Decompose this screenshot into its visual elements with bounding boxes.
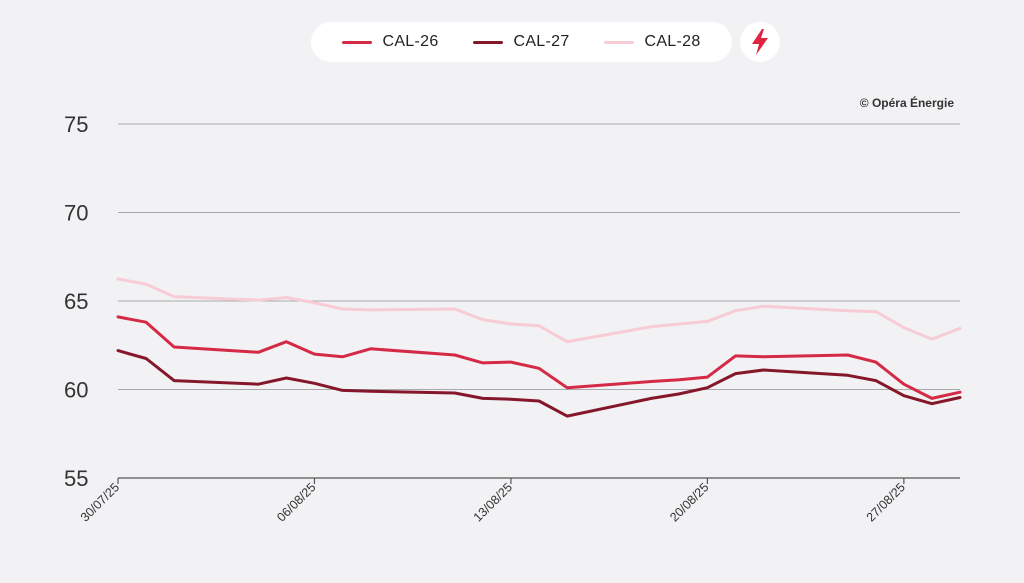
legend-item-cal-26[interactable]: CAL-26 [342, 33, 438, 51]
y-tick-label-65: 65 [64, 289, 88, 314]
series-line-cal-27 [116, 349, 962, 418]
legend-label-cal-26: CAL-26 [382, 33, 439, 50]
y-tick-label-60: 60 [64, 378, 88, 403]
y-tick-label-55: 55 [64, 466, 88, 491]
lightning-bolt-button[interactable] [740, 22, 780, 62]
x-tick-label: 06/08/25 [274, 480, 318, 524]
series-line-cal-28 [116, 277, 962, 344]
x-tick-label: 20/08/25 [667, 480, 711, 524]
legend-item-cal-28[interactable]: CAL-28 [604, 33, 700, 51]
legend-swatch-cal-28 [604, 40, 635, 44]
legend: CAL-26 CAL-27 CAL-28 [311, 22, 732, 62]
legend-label-cal-28: CAL-28 [644, 33, 701, 50]
lightning-bolt-icon [752, 29, 768, 55]
legend-swatch-cal-27 [473, 40, 504, 44]
legend-swatch-cal-26 [342, 40, 373, 44]
legend-item-cal-27[interactable]: CAL-27 [473, 33, 569, 51]
y-tick-label-70: 70 [64, 201, 88, 226]
copyright-label: © Opéra Énergie [859, 96, 954, 110]
series-line-cal-26 [116, 315, 962, 400]
x-tick-label: 27/08/25 [864, 480, 908, 524]
y-tick-label-75: 75 [64, 112, 88, 137]
x-tick-label: 13/08/25 [471, 480, 515, 524]
legend-label-cal-27: CAL-27 [513, 33, 570, 50]
